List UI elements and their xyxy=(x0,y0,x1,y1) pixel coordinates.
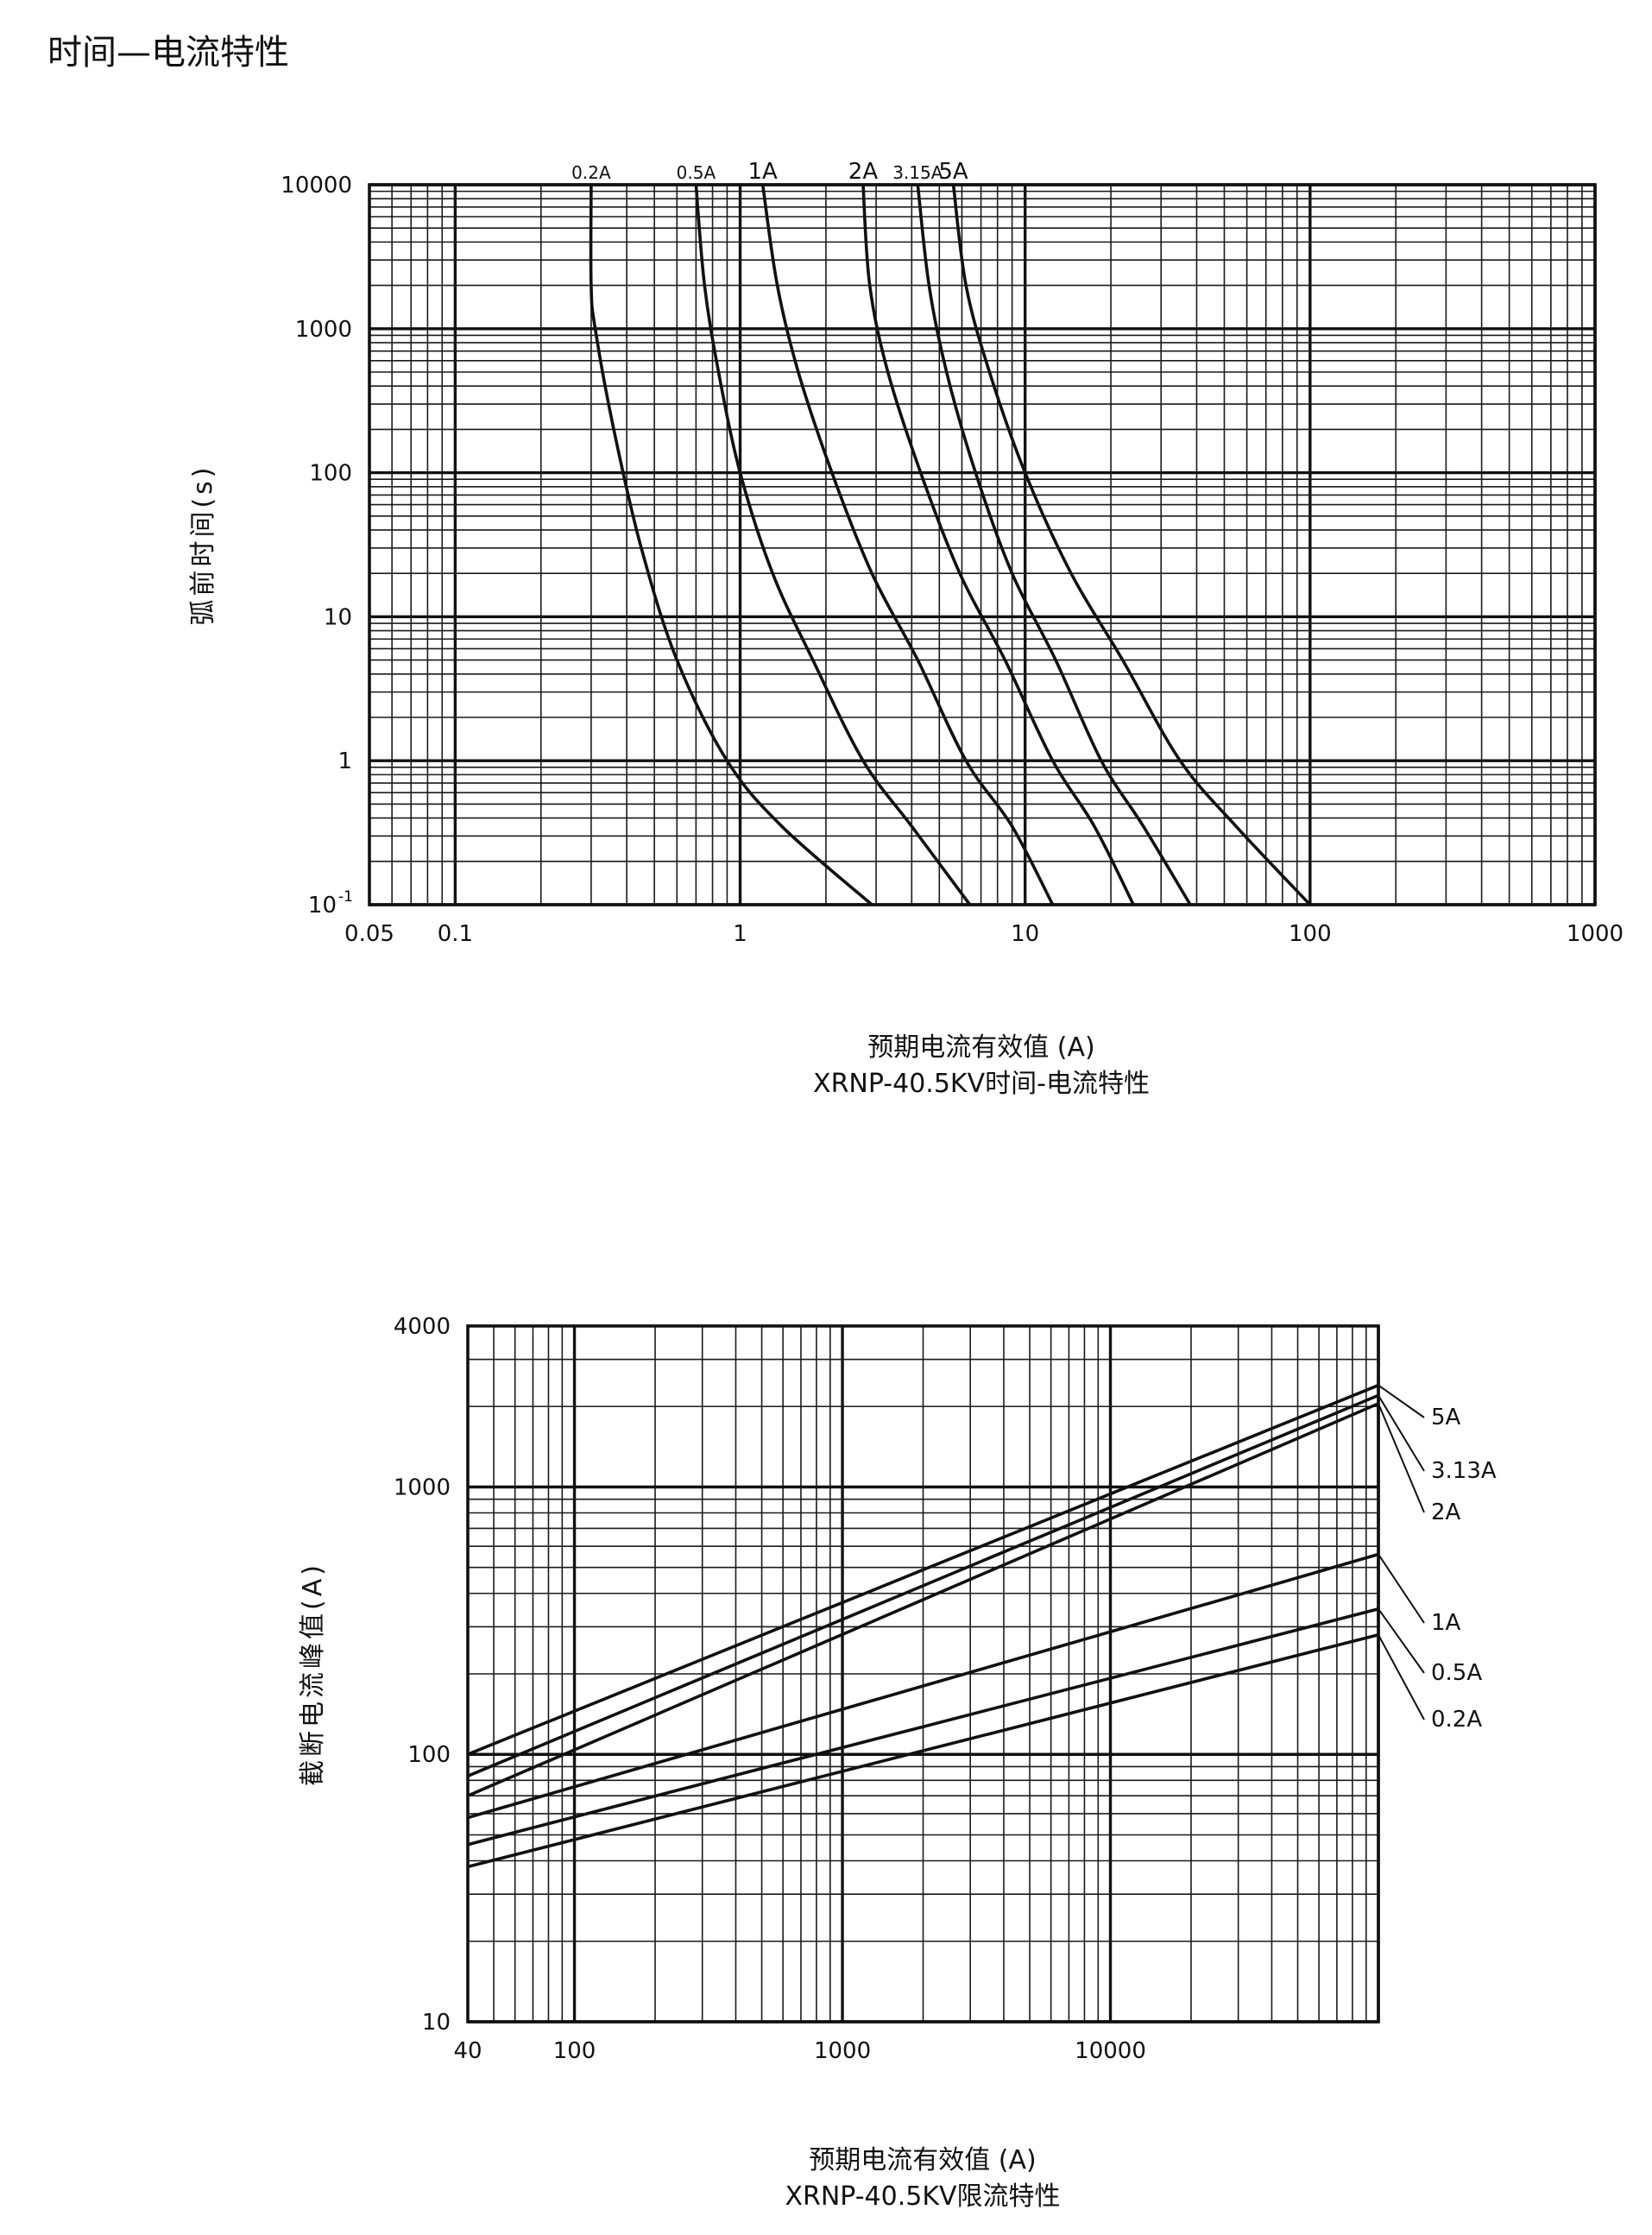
x-tick-label: 10 xyxy=(1011,921,1039,947)
series-curve-0.5A xyxy=(694,184,972,906)
y-tick-label: 4000 xyxy=(394,1314,451,1340)
curve-label-0.5A: 0.5A xyxy=(1431,1660,1482,1686)
x-tick-label: 0.05 xyxy=(344,921,394,947)
series-curve-5A xyxy=(467,1384,1379,1756)
curve-leader-line xyxy=(1378,1608,1425,1674)
curve-leader-line xyxy=(1378,1394,1425,1472)
y-axis-label: 截断电流峰值(A) xyxy=(298,1562,328,1786)
series-curve-3.15A xyxy=(916,184,1192,906)
series-curve-1A xyxy=(467,1552,1379,1820)
y-tick-label: 10 xyxy=(324,604,352,630)
current-limiting-chart: 40 100 1000 10000 10 100 1000 4000 截断电流峰值(A) 预期电流… xyxy=(298,1314,1497,2212)
series-curves xyxy=(467,1384,1379,1869)
series-curve-0.5A xyxy=(467,1607,1379,1847)
grid xyxy=(369,183,1597,906)
y-tick-labels: 10 100 1000 4000 xyxy=(394,1314,451,2036)
x-tick-label: 0.1 xyxy=(438,921,473,947)
y-tick-label: 10 xyxy=(308,893,337,919)
y-tick-label: 1000 xyxy=(295,317,352,343)
curve-leader-line xyxy=(1378,1553,1425,1624)
x-tick-label: 40 xyxy=(453,2038,482,2064)
x-axis-label: 预期电流有效值 (A) xyxy=(867,1032,1094,1063)
y-tick-label: 100 xyxy=(407,1742,451,1768)
series-curve-1A xyxy=(760,184,1055,906)
curve-leader-line xyxy=(1378,1403,1425,1513)
x-tick-label: 1000 xyxy=(1567,921,1624,947)
x-tick-label: 1000 xyxy=(814,2038,871,2064)
series-curve-2A xyxy=(861,184,1135,906)
curve-label-0.2A: 0.2A xyxy=(571,162,611,183)
x-tick-label: 10000 xyxy=(1075,2038,1146,2064)
series-curve-5A xyxy=(951,184,1312,906)
x-axis-label: 预期电流有效值 (A) xyxy=(809,2145,1036,2175)
y-tick-label: 10 xyxy=(422,2010,451,2036)
x-tick-label: 100 xyxy=(1289,921,1332,947)
curve-label-2A: 2A xyxy=(1431,1499,1461,1525)
x-tick-labels: 0.05 0.1 1 10 100 1000 xyxy=(344,921,1624,947)
page-title: 时间—电流特性 xyxy=(47,33,289,73)
curve-label-5A: 5A xyxy=(938,159,968,185)
curve-label-1A: 1A xyxy=(1431,1610,1461,1636)
grid xyxy=(467,1325,1380,2023)
y-tick-exponent: -1 xyxy=(338,888,353,906)
series-curve-3.13A xyxy=(467,1393,1379,1777)
y-axis-label: 弧前时间(s) xyxy=(188,464,218,625)
curve-leader-line xyxy=(1378,1384,1425,1418)
curve-label-5A: 5A xyxy=(1431,1405,1461,1430)
plot-frame xyxy=(368,183,1597,906)
series-curve-0.2A xyxy=(467,1632,1379,1869)
y-tick-label: 10000 xyxy=(281,173,352,199)
curve-label-3.13A: 3.13A xyxy=(1431,1458,1497,1484)
curve-label-1A: 1A xyxy=(748,159,779,185)
curve-label-0.2A: 0.2A xyxy=(1431,1707,1482,1733)
chart-title: XRNP-40.5KV时间-电流特性 xyxy=(813,1069,1150,1099)
series-curve-2A xyxy=(467,1402,1379,1797)
y-tick-label: 100 xyxy=(309,461,352,487)
curve-labels-right: 5A 3.13A 2A 1A 0.5A 0.2A xyxy=(1378,1384,1497,1733)
plot-frame xyxy=(466,1324,1380,2023)
curve-label-2A: 2A xyxy=(848,159,879,185)
curve-leader-line xyxy=(1378,1634,1425,1720)
x-tick-labels: 40 100 1000 10000 xyxy=(453,2038,1145,2064)
series-curves xyxy=(589,184,1312,906)
x-tick-label: 1 xyxy=(733,921,747,947)
chart-title: XRNP-40.5KV限流特性 xyxy=(785,2181,1060,2212)
series-curve-0.2A xyxy=(589,184,873,906)
y-tick-label: 1000 xyxy=(394,1474,451,1500)
x-tick-label: 100 xyxy=(553,2038,596,2064)
curve-label-3.15A: 3.15A xyxy=(892,162,943,183)
y-tick-label: 1 xyxy=(337,748,352,774)
curve-label-0.5A: 0.5A xyxy=(677,162,716,183)
